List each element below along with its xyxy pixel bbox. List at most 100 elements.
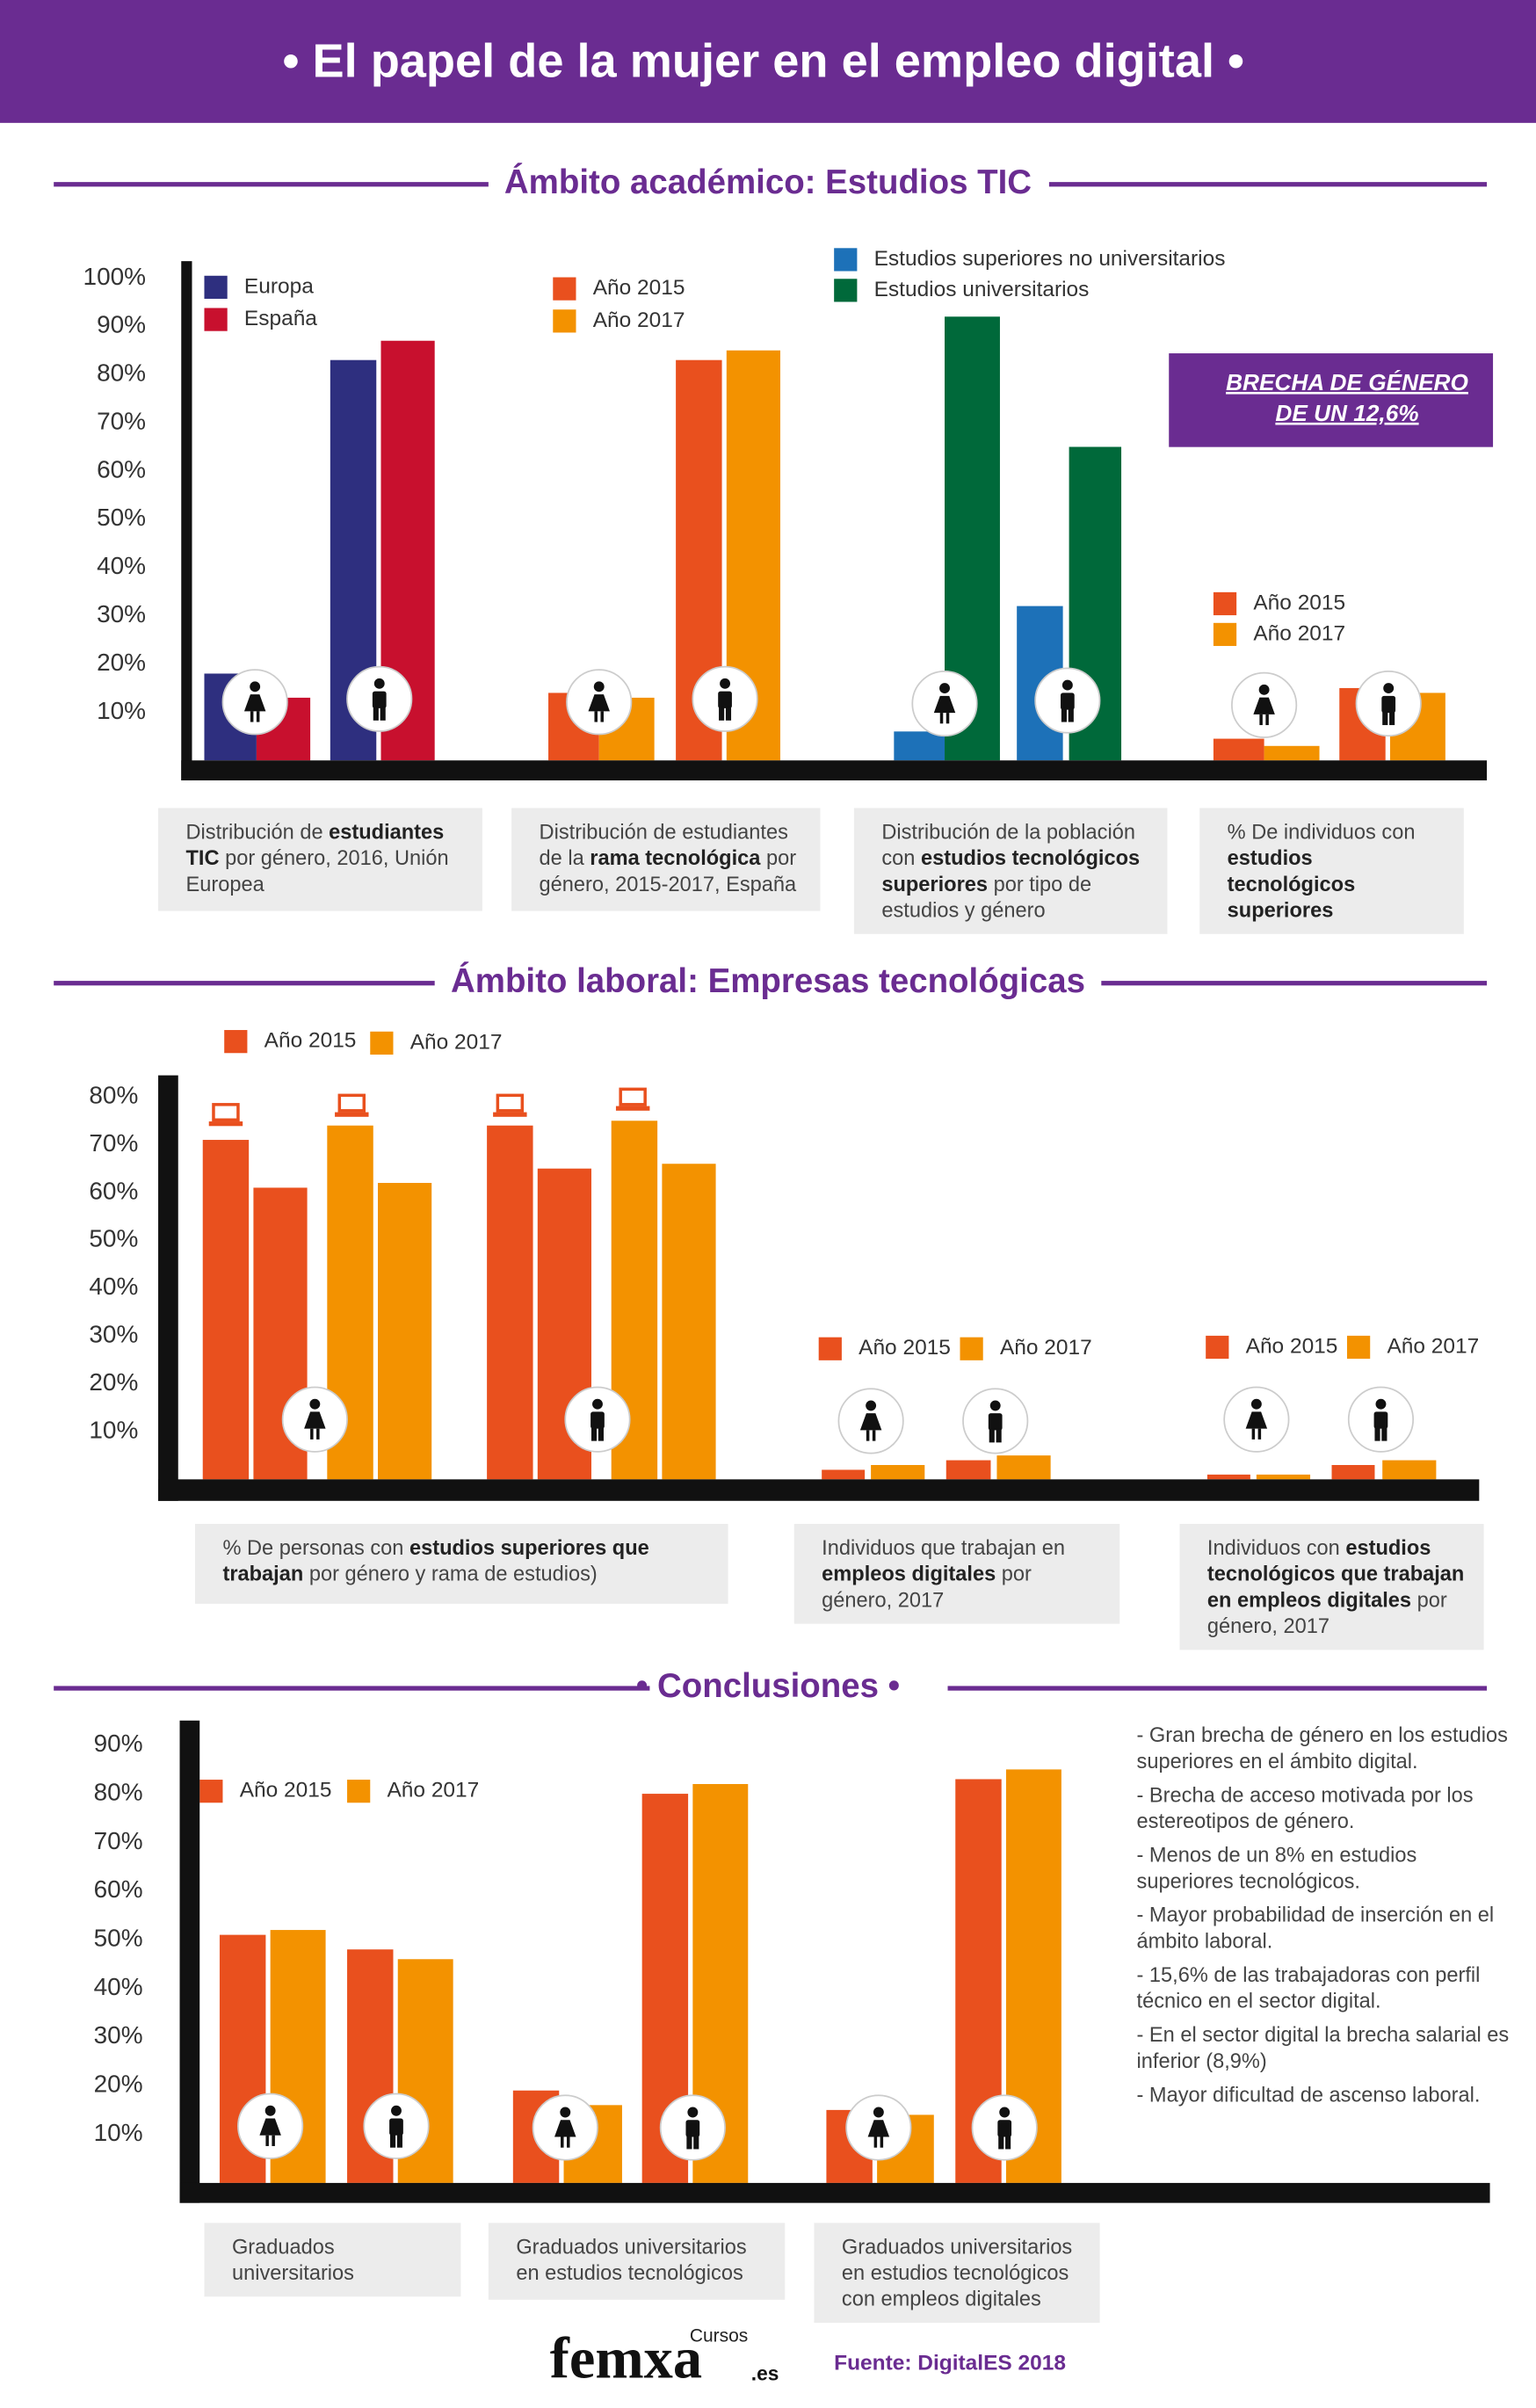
y-tick-label: 80% (89, 1081, 138, 1108)
icon-body (259, 2118, 281, 2136)
icon-head (989, 1400, 1001, 1411)
conclusion-item: - Mayor probabilidad de inserción en el … (1136, 1903, 1495, 1953)
icon-leg (872, 1430, 876, 1441)
icon-body (1253, 697, 1275, 714)
icon-leg (1374, 1426, 1380, 1441)
section-rule (947, 1686, 1488, 1691)
icon-leg (989, 1428, 995, 1443)
female-icon (237, 2092, 304, 2159)
icon-leg (939, 713, 944, 724)
icon-body (243, 694, 266, 712)
keyboard (335, 1112, 369, 1117)
icon-leg (373, 707, 379, 721)
icon-leg (873, 2136, 878, 2148)
caption: Distribución de estudiantes de la rama t… (511, 808, 821, 911)
female-icon (281, 1386, 348, 1453)
icon-body (372, 691, 387, 708)
legend-label: Año 2015 (1253, 591, 1345, 614)
icon-leg (380, 707, 386, 721)
icon-head (873, 2107, 884, 2118)
legend-label: Año 2017 (593, 308, 685, 332)
conclusion-item: - Gran brecha de género en los estudios … (1136, 1723, 1508, 1773)
legend-swatch (553, 277, 576, 301)
icon-leg (256, 711, 260, 722)
caption: % De individuos con estudios tecnológico… (1199, 808, 1464, 934)
caption-text: rama tecnológica (590, 846, 761, 870)
keyboard (493, 1112, 527, 1117)
bar (487, 1125, 533, 1480)
icon-leg (1061, 707, 1067, 722)
icon-body (1060, 693, 1075, 710)
logo-main: femxa (550, 2326, 702, 2390)
icon-leg (316, 1428, 320, 1440)
caption-text: empleos digitales (822, 1562, 996, 1585)
y-tick-label: 10% (94, 2119, 143, 2146)
bar (1382, 1460, 1437, 1480)
legend-swatch (204, 275, 228, 299)
icon-body (997, 2120, 1012, 2137)
page-title: • El papel de la mujer en el empleo digi… (282, 35, 1244, 88)
caption-text: por género, 2017 (822, 1562, 1032, 1612)
bar (894, 731, 946, 761)
icon-leg (250, 711, 254, 722)
male-icon (962, 1388, 1029, 1454)
icon-body (1381, 695, 1396, 714)
logo-suffix: .es (751, 2361, 779, 2384)
caption-text: Distribución de (185, 820, 330, 844)
female-icon (221, 669, 288, 736)
y-tick-label: 80% (94, 1778, 143, 1805)
section-title: • Conclusiones • (636, 1667, 900, 1705)
y-tick-label: 50% (97, 504, 146, 531)
y-tick-label: 10% (97, 697, 146, 724)
icon-head (720, 678, 730, 689)
icon-head (866, 1400, 877, 1411)
bar (1264, 745, 1320, 761)
y-tick-label: 50% (89, 1225, 138, 1252)
bar (1213, 738, 1264, 761)
icon-head (1258, 684, 1270, 695)
legend-label: España (244, 307, 317, 330)
caption-text: Distribución de la población con (881, 820, 1135, 870)
icon-leg (880, 2136, 884, 2148)
icon-leg (1259, 714, 1263, 726)
icon-head (999, 2107, 1011, 2118)
legend-label: Estudios universitarios (874, 278, 1090, 301)
icon-body (554, 2120, 576, 2137)
icon-leg (998, 2135, 1004, 2150)
y-tick-label: 90% (97, 311, 146, 338)
caption-text: % De personas con (222, 1536, 409, 1560)
x-axis (181, 760, 1488, 780)
icon-leg (265, 2135, 269, 2146)
y-tick-label: 30% (89, 1320, 138, 1347)
icon-head (1383, 683, 1395, 694)
icon-leg (600, 711, 604, 722)
section-rule (1101, 981, 1488, 986)
y-tick-label: 30% (94, 2021, 143, 2049)
legend-label: Año 2017 (387, 1779, 479, 1802)
icon-leg (1068, 707, 1074, 722)
y-tick-label: 80% (97, 359, 146, 387)
icon-leg (996, 1428, 1002, 1443)
screen (337, 1093, 366, 1113)
callout-text: DE UN 12,6% (1275, 400, 1418, 426)
female-icon (532, 2094, 598, 2161)
bar (822, 1469, 866, 1480)
legend-label: Año 2017 (1000, 1336, 1092, 1360)
caption-text: Graduados universitarios en estudios tec… (841, 2235, 1073, 2310)
icon-body (718, 691, 732, 708)
male-icon (659, 2094, 726, 2161)
screen (496, 1093, 525, 1113)
section-rule (54, 1686, 650, 1691)
caption-text: por tipo de estudios y género (881, 872, 1092, 922)
icon-leg (561, 2136, 564, 2148)
icon-head (391, 2105, 402, 2116)
conclusion-item: - Menos de un 8% en estudios superiores … (1136, 1843, 1417, 1893)
caption-text: % De individuos con (1227, 820, 1416, 844)
legend-label: Año 2017 (1253, 621, 1345, 645)
icon-leg (310, 1428, 314, 1440)
icon-body (859, 1413, 882, 1431)
bar (871, 1465, 925, 1480)
y-tick-label: 90% (94, 1730, 143, 1757)
icon-body (389, 2118, 403, 2136)
